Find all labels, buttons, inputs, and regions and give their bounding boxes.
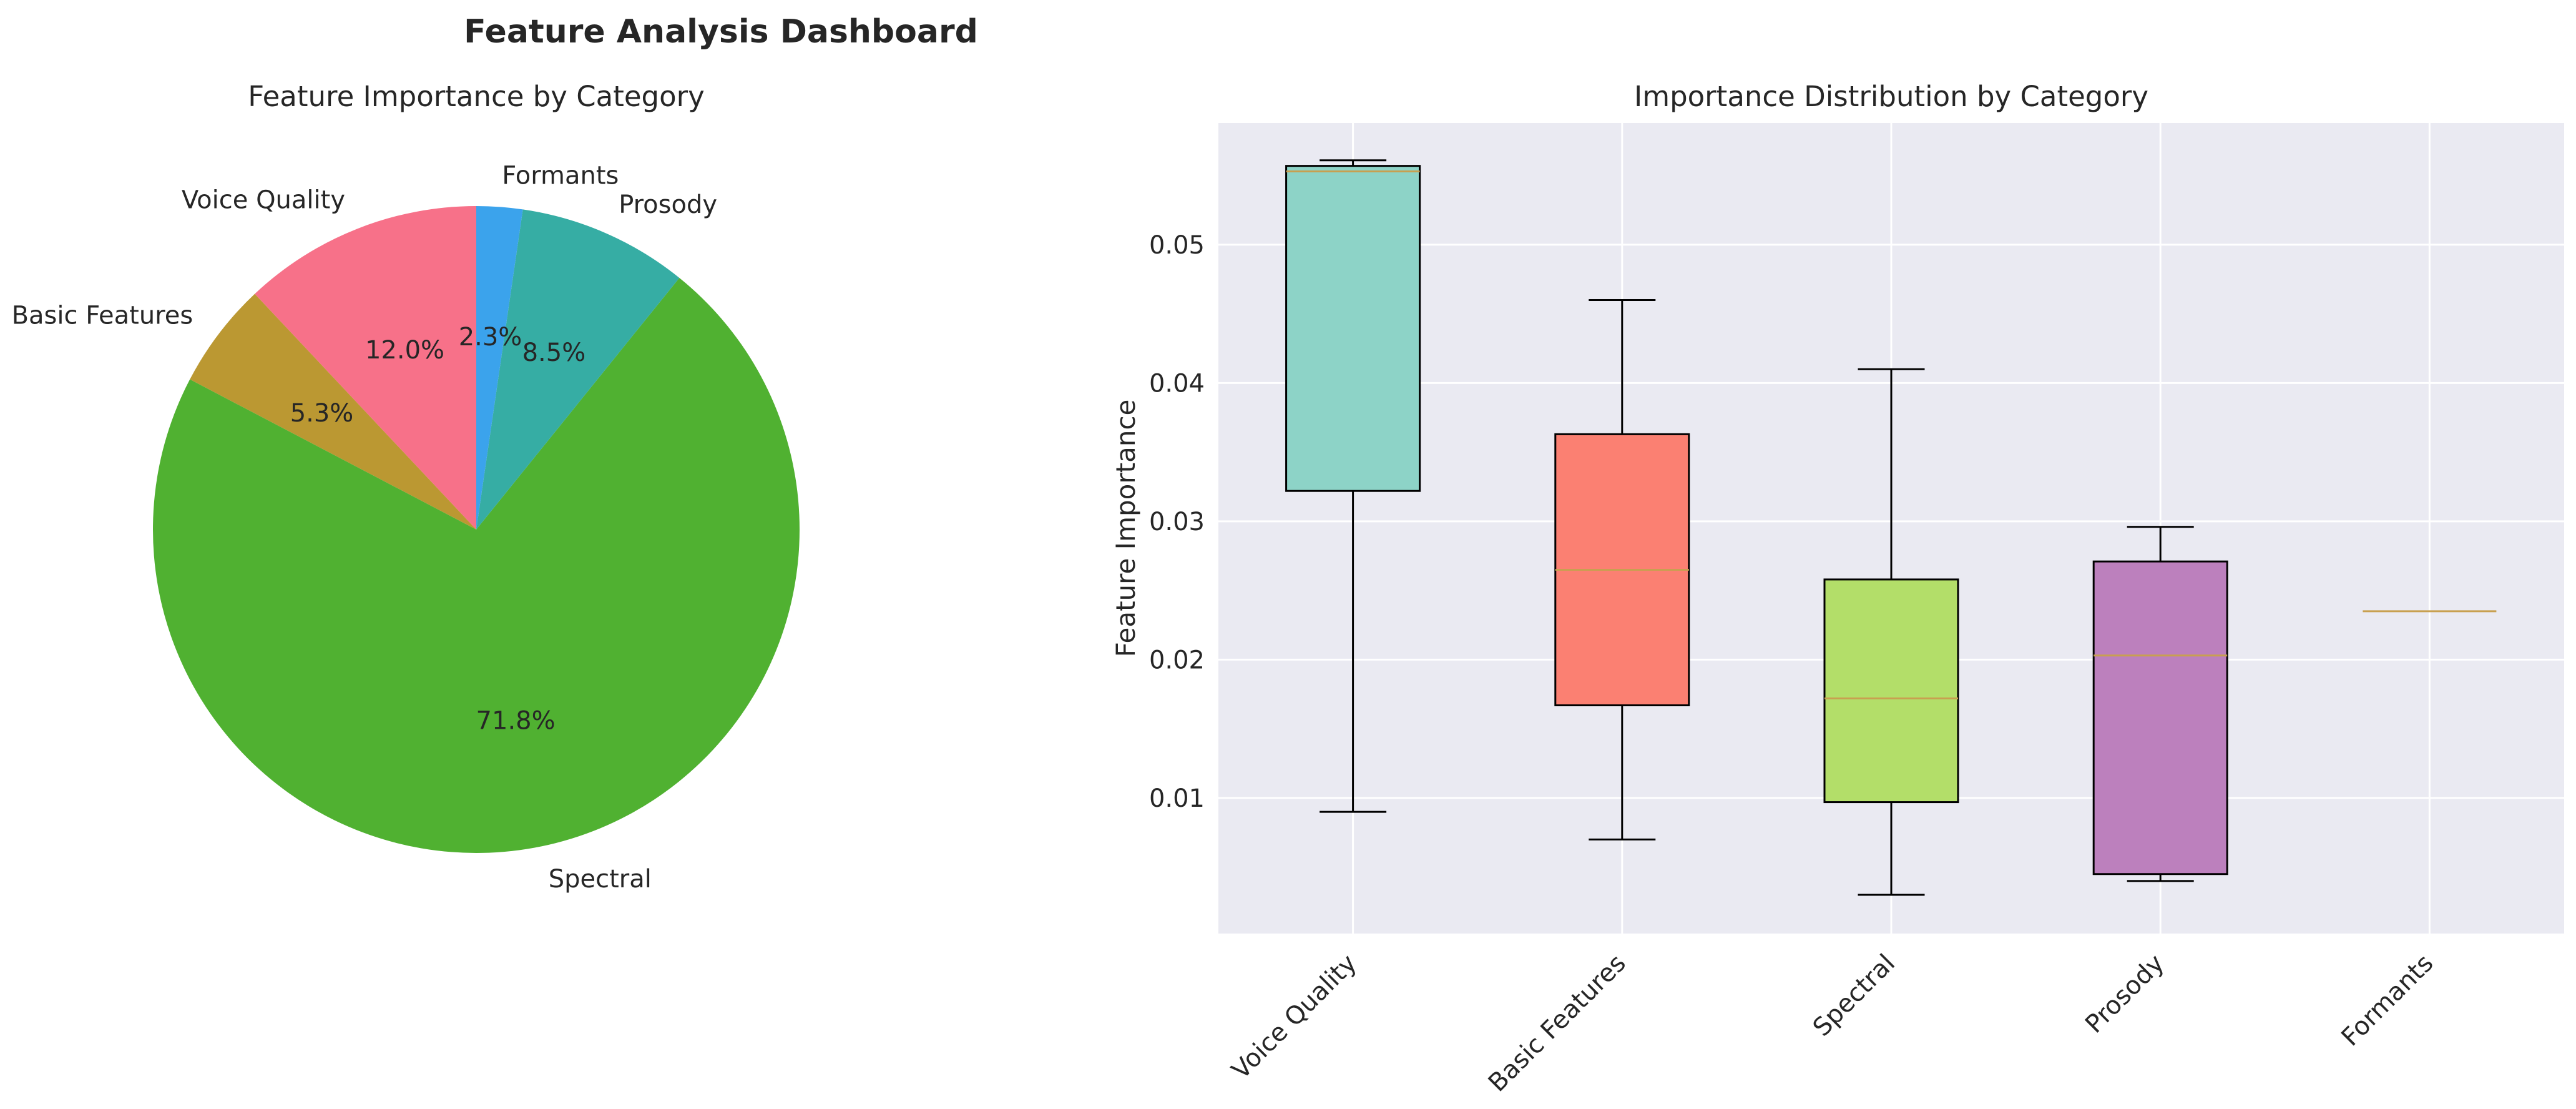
pie-slice-basic-features: [190, 293, 476, 530]
y-tick-label: 0.05: [1149, 231, 1205, 260]
dashboard-title: Feature Analysis Dashboard: [464, 13, 978, 51]
pie-slice-spectral: [153, 277, 800, 854]
pie-label-spectral: Spectral: [549, 865, 652, 894]
y-tick-label: 0.02: [1149, 646, 1205, 674]
box-body: [1823, 578, 1959, 804]
box-marks: [1285, 159, 2497, 896]
y-tick-labels: 0.01 0.02 0.03 0.04 0.05: [1149, 231, 1205, 813]
pie-label-basic-features: Basic Features: [12, 301, 193, 330]
pie-pct-label-voice-quality: 12.0%: [365, 336, 444, 365]
pie-chart-title: Feature Importance by Category: [248, 80, 705, 113]
pie-pct-label-formants: 2.3%: [459, 323, 522, 352]
pie-pct-label-basic-features: 5.3%: [290, 399, 354, 428]
y-tick-label: 0.03: [1149, 508, 1205, 536]
y-tick-label: 0.04: [1149, 369, 1205, 398]
pie-label-prosody: Prosody: [619, 190, 717, 219]
x-tick-label-basic-features: Basic Features: [1483, 949, 1632, 1098]
box-body: [1285, 165, 1421, 492]
pie-label-formants: Formants: [502, 162, 619, 190]
y-tick-label: 0.01: [1149, 784, 1205, 813]
pie-chart: Feature Importance by Category 12.0% Voic…: [12, 80, 800, 894]
pie-slice-voice-quality: [255, 206, 476, 530]
box-prosody: [2092, 526, 2228, 882]
pie-labels: 12.0% Voice Quality 5.3% Basic Features 71.8…: [12, 162, 717, 894]
pie-slice-formants: [476, 206, 523, 530]
x-tick-label-spectral: Spectral: [1808, 949, 1901, 1042]
pie-pct-label-spectral: 71.8%: [476, 706, 556, 735]
box-chart-title: Importance Distribution by Category: [1634, 80, 2148, 113]
x-tick-label-voice-quality: Voice Quality: [1227, 949, 1363, 1085]
pie-slices: [153, 206, 800, 854]
box-spectral: [1823, 368, 1959, 896]
box-chart: Importance Distribution by Category 0.01…: [1110, 80, 2564, 1098]
box-body: [2092, 560, 2228, 875]
pie-label-voice-quality: Voice Quality: [182, 185, 345, 214]
pie-slice-prosody: [476, 209, 680, 530]
pie-pct-label-prosody: 8.5%: [522, 338, 586, 367]
x-tick-label-prosody: Prosody: [2080, 949, 2170, 1039]
box-basic-features: [1554, 299, 1690, 840]
box-ylabel: Feature Importance: [1110, 400, 1141, 658]
x-tick-labels: Voice Quality Basic Features Spectral Proso…: [1227, 949, 2439, 1098]
x-tick-label-formants: Formants: [2336, 949, 2439, 1052]
box-voice-quality: [1285, 159, 1421, 813]
